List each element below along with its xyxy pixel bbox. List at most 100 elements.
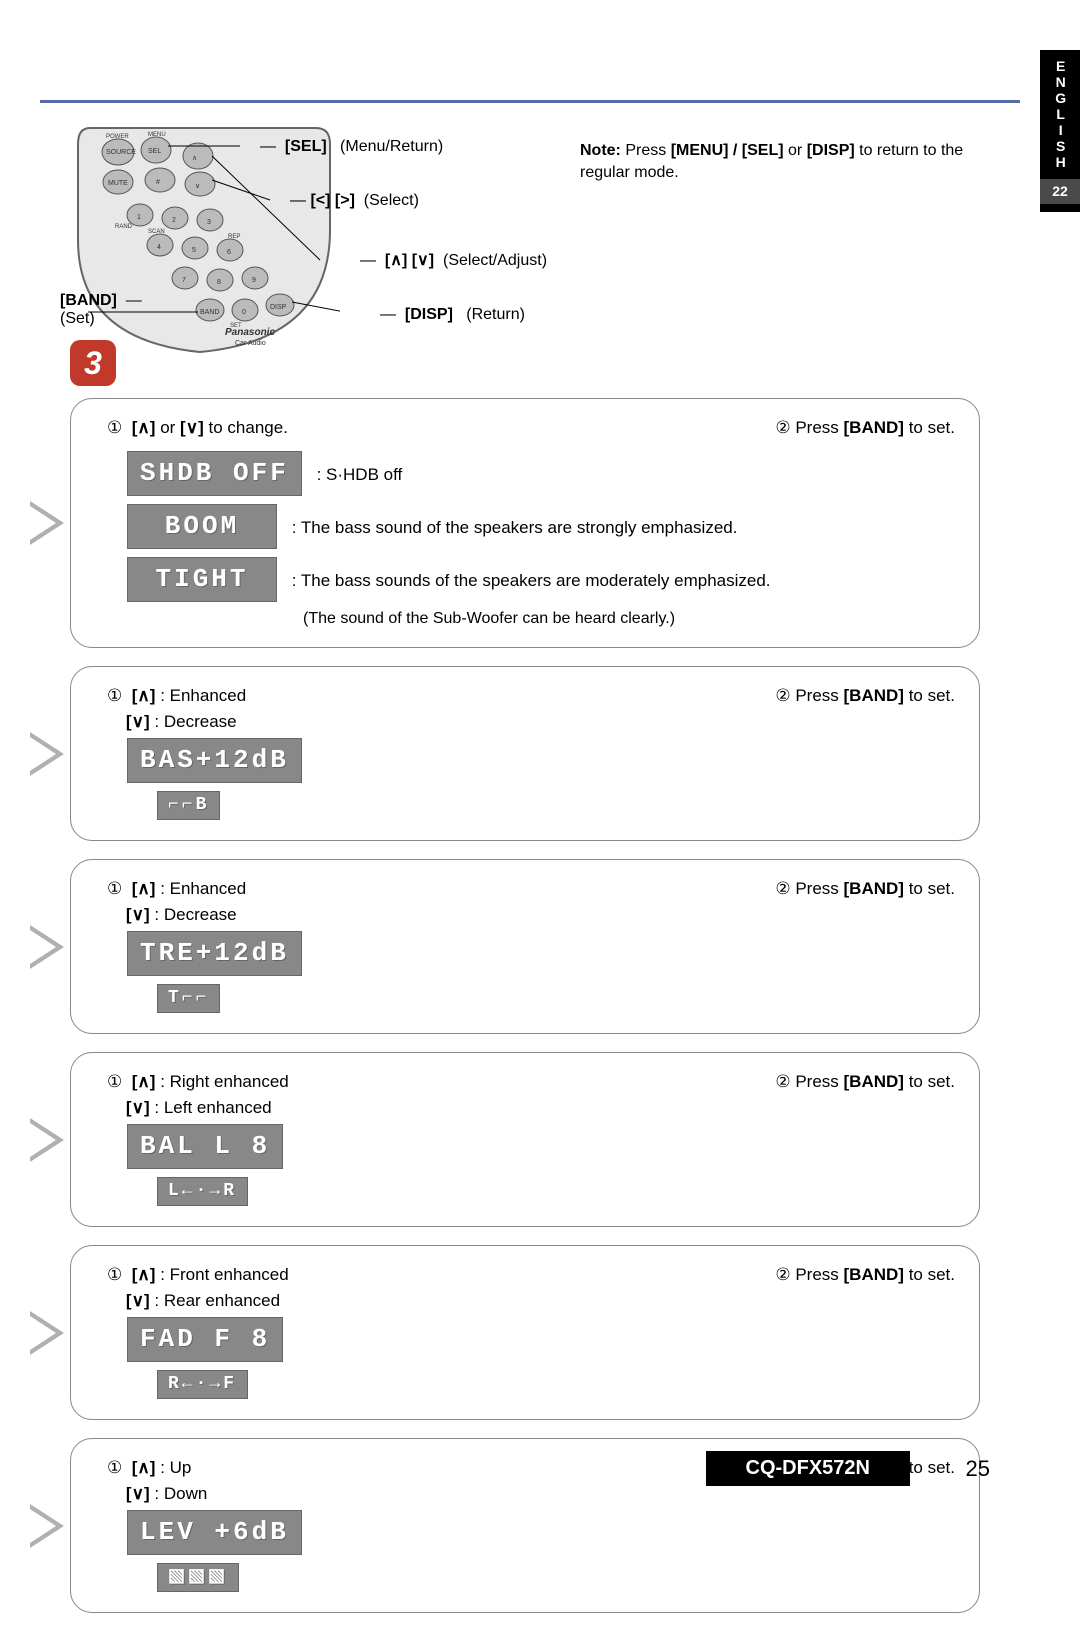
band-key: [BAND]: [60, 292, 117, 309]
note-heading: Note:: [580, 142, 621, 159]
svg-text:SCAN: SCAN: [148, 229, 165, 235]
sel-key: [SEL]: [285, 138, 327, 155]
svg-text:0: 0: [242, 309, 246, 316]
step1-marker: ①: [107, 683, 122, 709]
step1-marker: ①: [107, 1262, 122, 1288]
band-key: [BAND]: [844, 1072, 904, 1091]
flow-arrow-icon: [30, 1118, 64, 1162]
ud-label: — [∧] [∨] (Select/Adjust): [360, 250, 547, 270]
svg-text:#: #: [156, 179, 160, 186]
toset-txt: to set.: [909, 1265, 955, 1284]
note-t1: Press: [625, 142, 670, 159]
arrow-dash: —: [380, 306, 400, 323]
ud-desc: (Select/Adjust): [443, 252, 547, 269]
row-left: ① [∧] : Right enhanced [∨] : Left enhanc…: [107, 1069, 289, 1210]
press-txt: Press: [795, 1265, 843, 1284]
svg-text:4: 4: [157, 244, 161, 251]
step-number-badge: 3: [70, 340, 116, 386]
row-left: ① [∧] : Enhanced [∨] : Decrease TRE+12dB…: [107, 876, 302, 1017]
step1-marker: ①: [107, 1069, 122, 1095]
up-lbl: : Enhanced: [155, 686, 246, 705]
svg-text:9: 9: [252, 277, 256, 284]
row1-lead-keys: [∧]: [132, 418, 156, 437]
svg-text:SEL: SEL: [148, 148, 161, 155]
press-txt: Press: [795, 879, 843, 898]
disp-key: [DISP]: [405, 306, 453, 323]
note-block: Note: Press [MENU] / [SEL] or [DISP] to …: [580, 140, 980, 185]
lcd-level: LEV +6dB: [127, 1510, 302, 1555]
svg-text:3: 3: [207, 219, 211, 226]
lcd-tight-desc: : The bass sounds of the speakers are mo…: [292, 568, 771, 594]
lr-desc: (Select): [364, 192, 419, 209]
svg-text:7: 7: [182, 277, 186, 284]
band-key: [BAND]: [844, 418, 904, 437]
arrow-dash: —: [290, 192, 306, 209]
toset-txt: to set.: [909, 418, 955, 437]
band-label: [BAND] — (Set): [60, 292, 142, 328]
svg-text:MUTE: MUTE: [108, 180, 128, 187]
section-number: 22: [1040, 179, 1080, 204]
language-tab: ENGLISH 22: [1040, 50, 1080, 212]
arrow-dash: —: [360, 252, 380, 269]
step2-marker: ②: [775, 683, 790, 709]
lang-letters: ENGLISH: [1040, 58, 1080, 173]
setting-row-balance: ① [∧] : Right enhanced [∨] : Left enhanc…: [40, 1052, 980, 1227]
disp-label: — [DISP] (Return): [380, 306, 525, 324]
step2-marker: ②: [775, 415, 790, 441]
svg-text:∧: ∧: [192, 155, 197, 162]
lr-label: — [<] [>] (Select): [290, 192, 419, 210]
lcd-tight: TIGHT: [127, 557, 277, 602]
page-number: 25: [966, 1456, 990, 1482]
svg-text:REP: REP: [228, 234, 240, 240]
shdb-lines: SHDB OFF : S·HDB off BOOM : The bass sou…: [127, 447, 771, 632]
setting-box: ① [∧] : Front enhanced [∨] : Rear enhanc…: [70, 1245, 980, 1420]
row-right: ② Press [BAND] to set.: [775, 683, 955, 709]
flow-arrow-icon: [30, 925, 64, 969]
setting-row-shdb: ① [∧] [∧] or [∨] to change. or [∨] to ch…: [40, 398, 980, 648]
lcd-bass-mini: ⌐⌐B: [157, 791, 220, 820]
lcd-bass: BAS+12dB: [127, 738, 302, 783]
lcd-level-mini: ▧▧▧: [157, 1563, 239, 1592]
svg-text:DISP: DISP: [270, 304, 287, 311]
svg-text:BAND: BAND: [200, 309, 219, 316]
svg-text:Car Audio: Car Audio: [235, 340, 266, 347]
lcd-treble: TRE+12dB: [127, 931, 302, 976]
flow-arrow-icon: [30, 501, 64, 545]
lcd-fader-mini: R←·→F: [157, 1370, 248, 1399]
lcd-treble-mini: T⌐⌐: [157, 984, 220, 1013]
lcd-boom-desc: : The bass sound of the speakers are str…: [292, 515, 738, 541]
setting-row-bass: ① [∧] : Enhanced [∨] : Decrease BAS+12dB…: [40, 666, 980, 841]
lr-key: [<] [>]: [310, 192, 354, 209]
row-right: ② Press [BAND] to set.: [775, 1069, 955, 1095]
step2-marker: ②: [775, 876, 790, 902]
dn-lbl: : Decrease: [150, 712, 237, 731]
page-footer: CQ-DFX572N 25: [0, 1446, 1080, 1486]
remote-callout-section: SOURCE SEL ∧ MUTE # ∨ 1 2 3 4 5 6 7 8 9 …: [70, 120, 980, 380]
header-rule: [40, 100, 1020, 103]
lcd-boom: BOOM: [127, 504, 277, 549]
svg-text:∨: ∨: [195, 183, 200, 190]
svg-text:8: 8: [217, 279, 221, 286]
flow-arrow-icon: [30, 732, 64, 776]
band-key: [BAND]: [844, 686, 904, 705]
setting-row-fader: ① [∧] : Front enhanced [∨] : Rear enhanc…: [40, 1245, 980, 1420]
band-desc: (Set): [60, 310, 95, 327]
flow-arrow-icon: [30, 1311, 64, 1355]
step1-marker: ①: [107, 876, 122, 902]
row-right: ② Press [BAND] to set.: [775, 876, 955, 902]
note-keys: [MENU] / [SEL]: [671, 142, 784, 159]
svg-text:5: 5: [192, 247, 196, 254]
lcd-balance-mini: L←·→R: [157, 1177, 248, 1206]
setting-box: ① [∧] : Right enhanced [∨] : Left enhanc…: [70, 1052, 980, 1227]
row-right: ② Press [BAND] to set.: [775, 1262, 955, 1288]
arrow-dash: —: [121, 292, 141, 309]
lcd-balance: BAL L 8: [127, 1124, 283, 1169]
press-txt: Press: [795, 418, 843, 437]
svg-text:MENU: MENU: [148, 132, 166, 138]
svg-text:RAND: RAND: [115, 224, 133, 230]
svg-text:SET: SET: [230, 323, 242, 329]
svg-text:6: 6: [227, 249, 231, 256]
setting-box: ① [∧] [∧] or [∨] to change. or [∨] to ch…: [70, 398, 980, 648]
press-txt: Press: [795, 686, 843, 705]
step2-marker: ②: [775, 1262, 790, 1288]
